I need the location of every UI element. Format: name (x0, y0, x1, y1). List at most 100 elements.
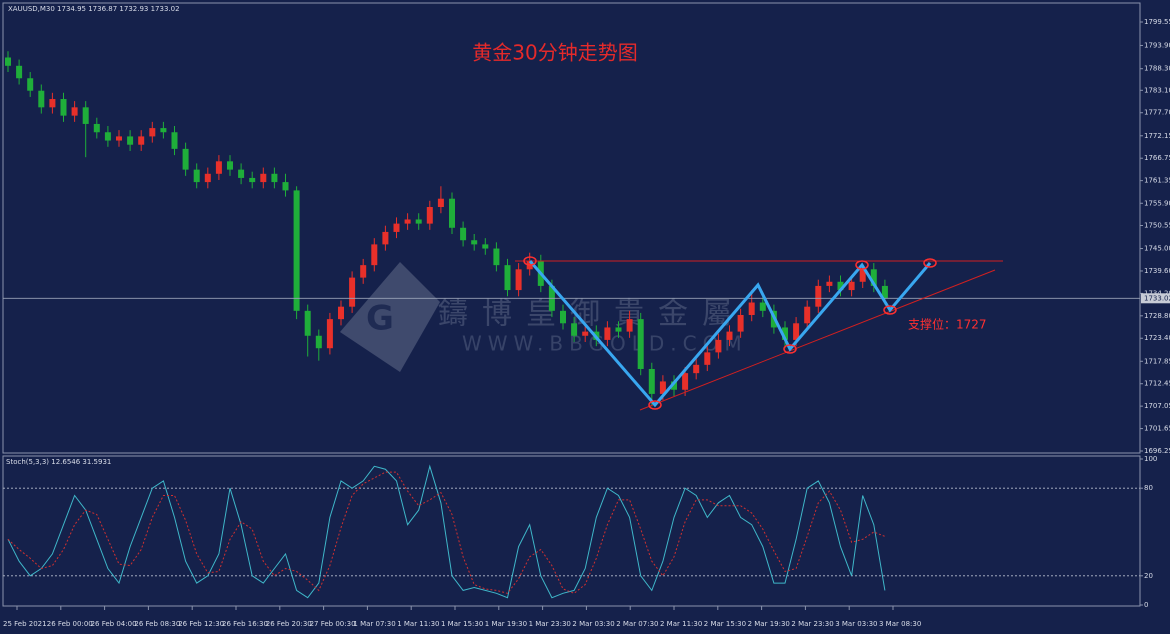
y-tick-label: 1717.85 (1144, 357, 1170, 365)
candle-body (726, 331, 733, 340)
candle-body (304, 310, 311, 336)
candle-body (271, 173, 278, 183)
candle-body (360, 265, 367, 278)
candle-body (782, 327, 788, 340)
candle-body (848, 281, 855, 291)
pivot (883, 305, 897, 315)
candle-body (826, 281, 833, 286)
pivot (855, 260, 869, 270)
candle-body (560, 310, 566, 324)
pivot (523, 256, 537, 266)
candle-body (138, 136, 145, 145)
y-tick-label: 1696.25 (1144, 447, 1170, 455)
y-tick-label: 1750.55 (1144, 221, 1170, 229)
y-tick-label: 1761.35 (1144, 177, 1170, 185)
x-tick-label: 26 Feb 00:00 (47, 620, 93, 628)
candle-body (471, 240, 478, 245)
candle-body (93, 123, 100, 133)
y-tick-label: 1766.75 (1144, 154, 1170, 162)
candle-body (671, 381, 677, 390)
candle-body (127, 136, 134, 145)
candle-body (204, 173, 211, 183)
y-tick-label: 1707.05 (1144, 402, 1170, 410)
candle-body (371, 244, 378, 266)
candle-body (193, 169, 200, 183)
x-tick-label: 26 Feb 04:00 (91, 620, 137, 628)
stoch-line (7, 471, 886, 594)
x-tick-label: 2 Mar 07:30 (616, 620, 658, 628)
watermark-logo: G (340, 262, 440, 372)
candle-body (249, 177, 256, 183)
candle-body (482, 244, 489, 249)
x-tick-label: 1 Mar 23:30 (529, 620, 571, 628)
candle-body (182, 148, 189, 170)
logo-letter: G (366, 299, 394, 339)
x-tick-label: 26 Feb 08:30 (134, 620, 180, 628)
candle-body (504, 265, 511, 291)
stoch-tick-label: 0 (1144, 601, 1148, 609)
y-tick-label: 1728.80 (1144, 312, 1170, 320)
pivot (783, 344, 797, 354)
x-tick-label: 26 Feb 16:30 (222, 620, 268, 628)
candle-body (338, 306, 344, 320)
candle-body (571, 323, 578, 336)
pivot (648, 400, 662, 410)
candle-body (881, 285, 888, 299)
zigzag (528, 260, 932, 408)
candle-body (659, 381, 666, 394)
candle-body (382, 231, 389, 245)
candle-body (38, 90, 45, 108)
candle-body (393, 223, 400, 232)
y-tick-label: 1739.60 (1144, 267, 1170, 275)
x-tick-label: 3 Mar 08:30 (879, 620, 921, 628)
candle-body (160, 128, 167, 133)
watermark: 鑄博皇御貴金屬 (438, 297, 746, 332)
candle-body (682, 373, 689, 390)
x-tick-label: 2 Mar 11:30 (660, 620, 702, 628)
annotations (515, 256, 1003, 411)
x-tick-label: 26 Feb 20:30 (266, 620, 312, 628)
candle-body (16, 65, 23, 79)
candle-body (326, 319, 333, 349)
candle-body (5, 57, 11, 66)
current-price-box (1141, 293, 1170, 304)
candle-body (82, 107, 89, 124)
x-tick-label: 1 Mar 11:30 (397, 620, 439, 628)
candle-body (493, 248, 500, 266)
candle-body (60, 99, 67, 116)
stoch-tick-label: 80 (1144, 484, 1153, 492)
candle-body (27, 78, 34, 91)
x-tick-label: 25 Feb 2021 (3, 620, 47, 628)
x-tick-label: 1 Mar 07:30 (353, 620, 395, 628)
candle-body (582, 331, 589, 336)
candle-body (349, 277, 356, 307)
y-tick-label: 1793.90 (1144, 41, 1170, 49)
x-tick-label: 1 Mar 19:30 (485, 620, 527, 628)
x-tick-label: 1 Mar 15:30 (441, 620, 483, 628)
candle-body (759, 302, 766, 311)
candle-body (227, 161, 233, 170)
support-line (639, 269, 996, 411)
candle-body (837, 281, 844, 291)
candle-body (870, 269, 877, 286)
y-tick-label: 1799.55 (1144, 18, 1170, 26)
candle-body (315, 335, 322, 349)
stoch-title: Stoch(5,3,3) 12.6546 31.5931 (6, 458, 111, 466)
candle-body (116, 136, 122, 141)
candle-body (704, 352, 711, 365)
candle-body (715, 339, 722, 353)
y-tick-label: 1772.15 (1144, 132, 1170, 140)
candle-body (149, 128, 156, 137)
candle-body (426, 207, 433, 224)
candle-body (404, 219, 411, 224)
candle-body (293, 190, 300, 311)
candle-body (171, 132, 178, 149)
candle-body (215, 161, 222, 174)
candle-body (815, 285, 822, 307)
candle-body (793, 323, 800, 340)
y-tick-label: 1788.30 (1144, 65, 1170, 73)
y-tick-label: 1712.45 (1144, 380, 1170, 388)
marks: 1799.55 1793.90 1788.30 1783.10 1777.70 1772.… (3, 18, 1170, 628)
pivot-circles (523, 256, 937, 410)
